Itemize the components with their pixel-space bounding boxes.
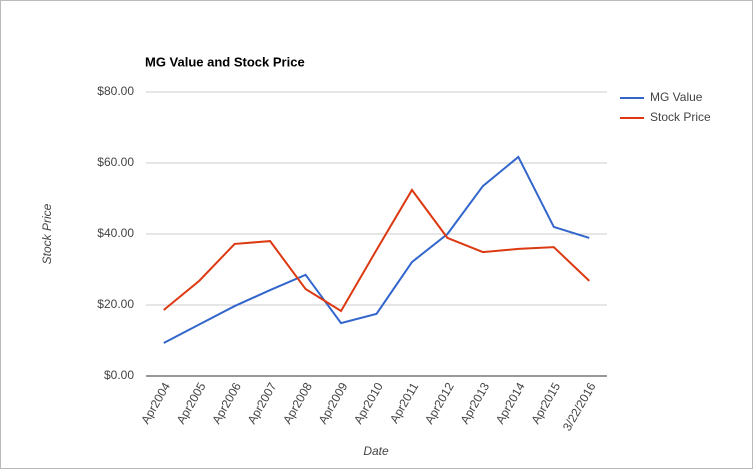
y-tick-label: $20.00 xyxy=(97,297,134,311)
y-tick-label: $80.00 xyxy=(97,84,134,98)
legend-label: MG Value xyxy=(650,90,703,104)
line-series xyxy=(163,155,590,344)
y-axis-label: Stock Price xyxy=(40,203,54,264)
y-tick-label: $0.00 xyxy=(104,368,134,382)
y-tick-label: $40.00 xyxy=(97,226,134,240)
x-axis-label: Date xyxy=(363,444,389,458)
y-tick-label: $60.00 xyxy=(97,155,134,169)
legend-label: Stock Price xyxy=(650,110,711,124)
line-series xyxy=(163,188,590,313)
chart-title: MG Value and Stock Price xyxy=(145,54,305,69)
